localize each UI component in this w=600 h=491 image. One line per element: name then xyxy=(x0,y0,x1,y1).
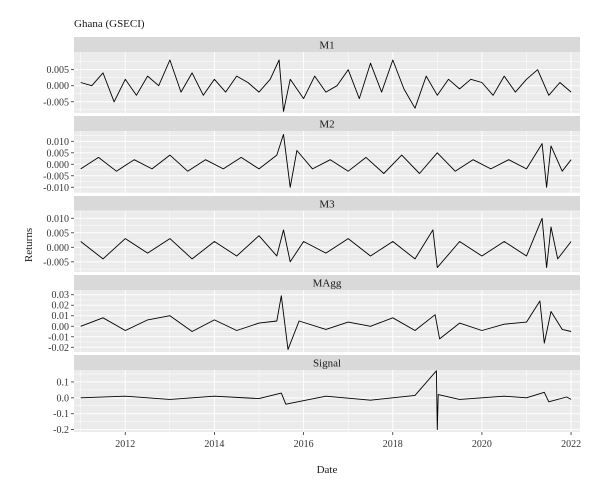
y-tick-label: -0.005 xyxy=(43,257,69,268)
y-tick-label: -0.005 xyxy=(43,171,69,182)
chart-title: Ghana (GSECI) xyxy=(74,18,145,30)
y-tick-label: -0.010 xyxy=(43,183,69,194)
panel-signal: Signal 0.1 0.0 -0.1 -0.2 xyxy=(53,355,580,436)
y-tick-label: -0.01 xyxy=(48,332,69,343)
y-tick-label: -0.2 xyxy=(53,425,69,436)
x-tick-label: 2018 xyxy=(383,439,403,450)
strip-label: M3 xyxy=(319,199,335,211)
strip-background xyxy=(74,37,580,52)
panel-m1: M1 0.005 0.000 -0.005 xyxy=(43,37,580,113)
panel-magg: MAgg 0.030.020.010.00-0.01-0.02 xyxy=(48,275,580,354)
y-tick-label: 0.005 xyxy=(47,148,70,159)
y-tick-label: 0.000 xyxy=(47,243,70,254)
y-tick-label: -0.1 xyxy=(53,409,69,420)
panel-background xyxy=(74,370,580,432)
series-line-m2 xyxy=(80,133,572,188)
strip-background xyxy=(74,355,580,370)
y-tick-label: 0.000 xyxy=(47,160,70,171)
series-line-signal xyxy=(80,370,572,431)
y-tick-label: 0.010 xyxy=(47,137,70,148)
x-tick-label: 2016 xyxy=(294,439,314,450)
strip-background xyxy=(74,275,580,290)
y-tick-label: 0.010 xyxy=(47,214,70,225)
x-tick-label: 2020 xyxy=(472,439,492,450)
y-tick-label: 0.0 xyxy=(57,393,70,404)
y-tick-label: 0.00 xyxy=(52,322,70,333)
y-axis-title: Returns xyxy=(23,228,35,262)
y-tick-label: -0.005 xyxy=(43,97,69,108)
strip-background xyxy=(74,116,580,131)
strip-background xyxy=(74,196,580,211)
strip-label: M2 xyxy=(319,119,334,131)
y-tick-label: 0.01 xyxy=(52,311,70,322)
x-tick-label: 2014 xyxy=(204,439,224,450)
strip-label: M1 xyxy=(319,40,334,52)
y-tick-label: 0.005 xyxy=(47,65,70,76)
x-tick-label: 2012 xyxy=(115,439,135,450)
x-tick-label: 2022 xyxy=(561,439,581,450)
series-line-magg xyxy=(80,295,572,350)
y-tick-label: 0.03 xyxy=(52,290,70,301)
x-axis: 2012 2014 2016 2018 2020 2022 xyxy=(115,432,581,450)
series-line-m1 xyxy=(80,59,572,112)
facet-panels: M10.0050.000-0.005M20.0100.0050.000-0.00… xyxy=(43,37,580,436)
y-tick-label: 0.005 xyxy=(47,228,70,239)
y-tick-label: -0.02 xyxy=(48,343,69,354)
y-tick-label: 0.1 xyxy=(57,377,70,388)
series-line-m3 xyxy=(80,217,572,269)
y-tick-label: 0.000 xyxy=(47,81,70,92)
y-tick-label: 0.02 xyxy=(52,301,70,312)
panel-m3: M3 0.010 0.005 0.000 -0.005 xyxy=(43,196,580,272)
strip-label: Signal xyxy=(313,358,341,370)
x-axis-title: Date xyxy=(317,464,338,476)
panel-background xyxy=(74,52,580,113)
strip-label: MAgg xyxy=(313,278,342,290)
